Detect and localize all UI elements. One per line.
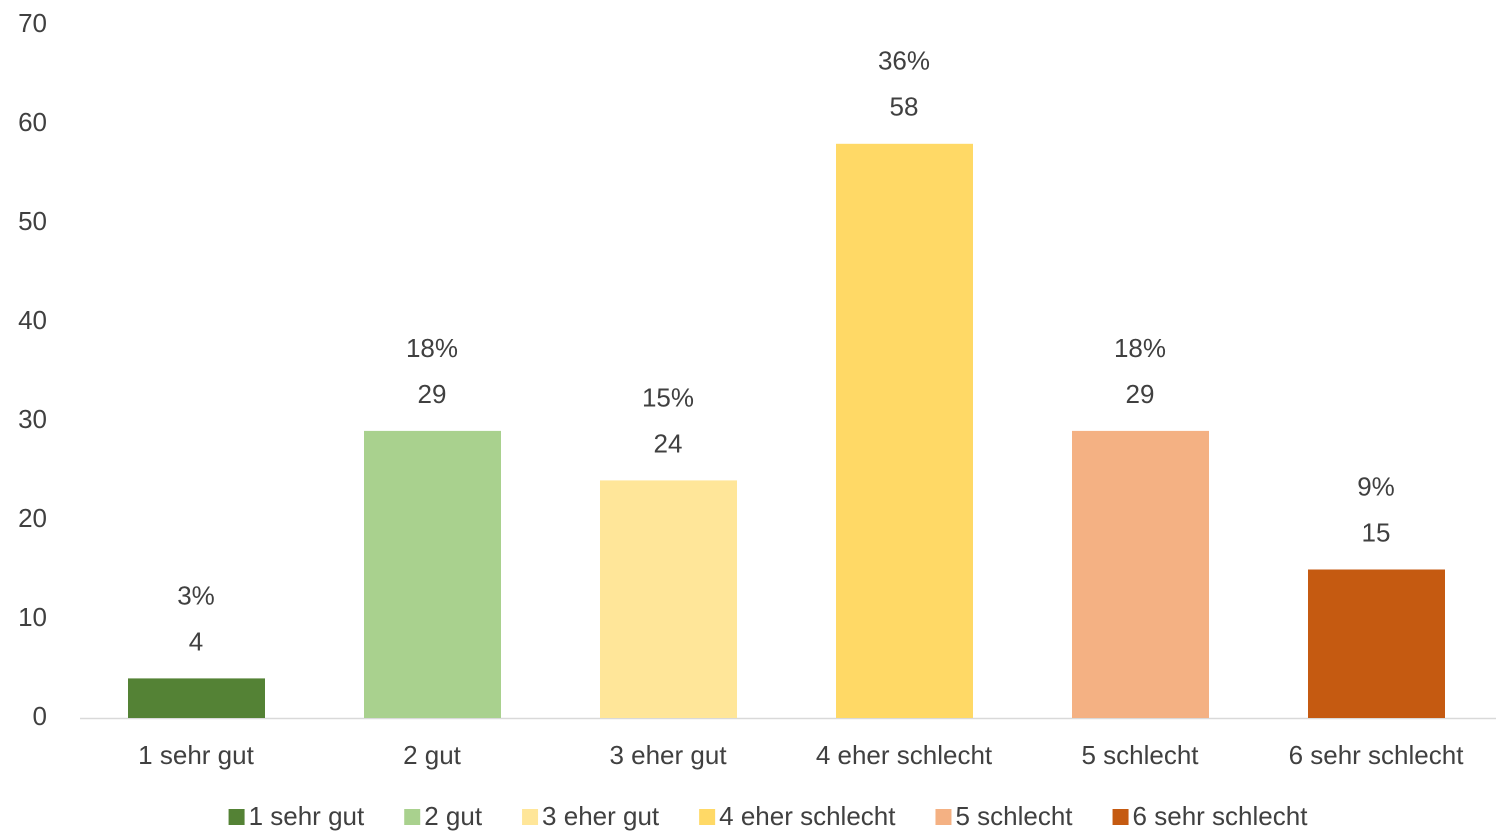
y-tick-label: 10: [18, 602, 47, 632]
legend-label: 4 eher schlecht: [719, 801, 896, 831]
percent-label: 3%: [177, 580, 215, 610]
legend-swatch: [935, 809, 952, 825]
value-label: 29: [1126, 379, 1155, 409]
x-tick-label: 5 schlecht: [1081, 740, 1199, 770]
percent-label: 18%: [1114, 333, 1166, 363]
bar: [128, 678, 265, 718]
bar: [1072, 430, 1209, 718]
legend-swatch: [1112, 809, 1129, 825]
bar: [1308, 569, 1445, 718]
y-tick-label: 0: [33, 701, 47, 731]
x-tick-label: 3 eher gut: [609, 740, 727, 770]
legend-label: 3 eher gut: [542, 801, 660, 831]
y-tick-label: 50: [18, 206, 47, 236]
bar: [836, 143, 973, 719]
y-tick-label: 40: [18, 305, 47, 335]
y-tick-label: 70: [18, 8, 47, 38]
bar: [364, 430, 501, 718]
percent-label: 36%: [878, 46, 930, 76]
y-tick-label: 20: [18, 503, 47, 533]
legend-swatch: [522, 809, 539, 825]
percent-label: 18%: [406, 333, 458, 363]
y-tick-label: 60: [18, 107, 47, 137]
x-tick-label: 1 sehr gut: [138, 740, 254, 770]
legend-label: 2 gut: [424, 801, 483, 831]
value-label: 4: [189, 626, 203, 656]
value-label: 58: [890, 92, 919, 122]
legend-label: 1 sehr gut: [249, 801, 365, 831]
legend-label: 5 schlecht: [955, 801, 1073, 831]
percent-label: 9%: [1357, 471, 1395, 501]
legend-swatch: [404, 809, 421, 825]
bar: [600, 480, 737, 718]
x-tick-label: 2 gut: [403, 740, 462, 770]
value-label: 24: [654, 428, 683, 458]
legend-label: 6 sehr schlecht: [1133, 801, 1309, 831]
y-tick-label: 30: [18, 404, 47, 434]
x-tick-label: 4 eher schlecht: [816, 740, 993, 770]
legend-swatch: [228, 809, 245, 825]
value-label: 29: [418, 379, 447, 409]
value-label: 15: [1362, 517, 1391, 547]
percent-label: 15%: [642, 382, 694, 412]
legend-swatch: [699, 809, 716, 825]
x-tick-label: 6 sehr schlecht: [1289, 740, 1465, 770]
